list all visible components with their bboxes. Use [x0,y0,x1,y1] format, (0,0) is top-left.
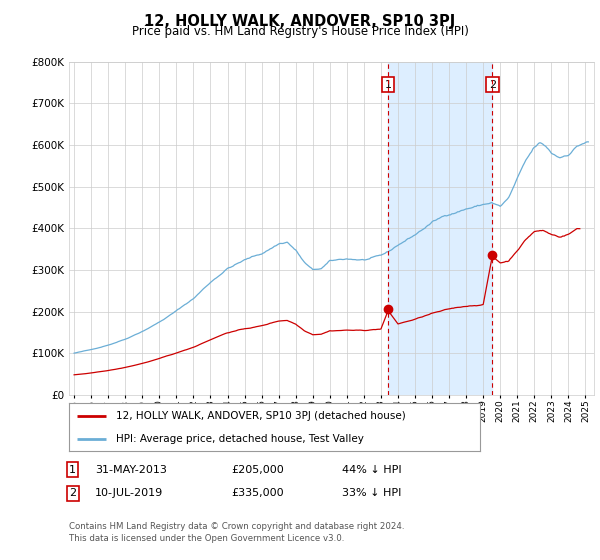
Text: Contains HM Land Registry data © Crown copyright and database right 2024.
This d: Contains HM Land Registry data © Crown c… [69,522,404,543]
Text: 2: 2 [69,488,76,498]
Text: HPI: Average price, detached house, Test Valley: HPI: Average price, detached house, Test… [116,435,364,445]
Text: £205,000: £205,000 [231,465,284,475]
Bar [388,62,492,395]
Text: Price paid vs. HM Land Registry's House Price Index (HPI): Price paid vs. HM Land Registry's House … [131,25,469,38]
Text: 12, HOLLY WALK, ANDOVER, SP10 3PJ (detached house): 12, HOLLY WALK, ANDOVER, SP10 3PJ (detac… [116,411,406,421]
Text: 33% ↓ HPI: 33% ↓ HPI [342,488,401,498]
Text: £335,000: £335,000 [231,488,284,498]
Text: 44% ↓ HPI: 44% ↓ HPI [342,465,401,475]
Text: 12, HOLLY WALK, ANDOVER, SP10 3PJ: 12, HOLLY WALK, ANDOVER, SP10 3PJ [145,14,455,29]
Text: 31-MAY-2013: 31-MAY-2013 [95,465,167,475]
Text: 10-JUL-2019: 10-JUL-2019 [95,488,163,498]
Text: 2: 2 [488,80,496,90]
Text: 1: 1 [385,80,392,90]
Text: 1: 1 [69,465,76,475]
